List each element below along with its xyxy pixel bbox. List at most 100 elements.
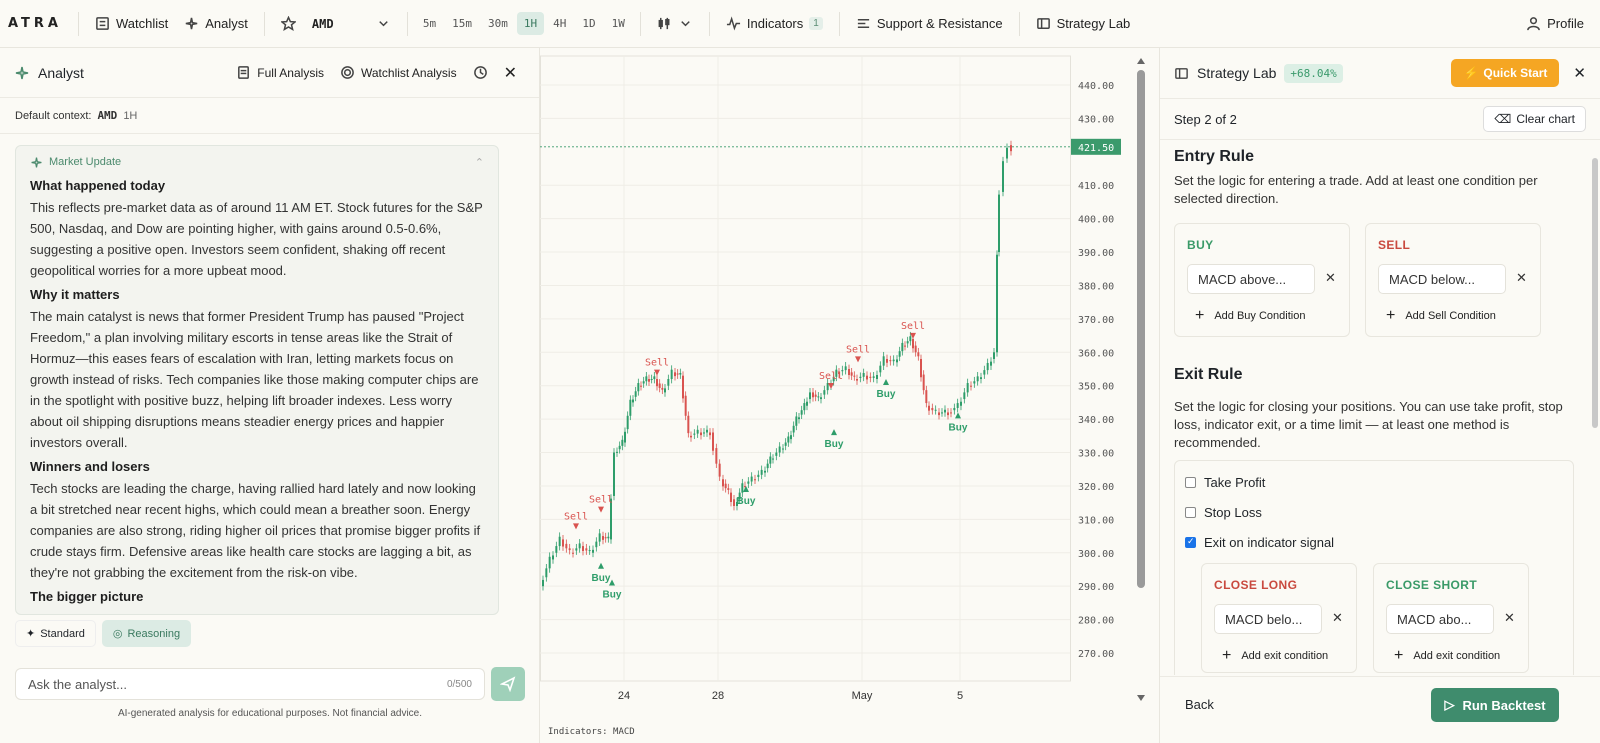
analyst-button[interactable]: Analyst [176,11,256,36]
add-sell-condition-label: Add Sell Condition [1405,310,1496,322]
add-exit-long-label: Add exit condition [1241,650,1329,662]
analyst-label: Analyst [205,16,248,31]
candle [664,388,666,393]
app-logo[interactable]: ATRA [8,16,62,31]
exit-indicator-option[interactable]: Exit on indicator signal [1185,535,1334,550]
history-button[interactable] [465,60,496,85]
clear-chart-button[interactable]: ⌫ Clear chart [1483,106,1586,132]
take-profit-option[interactable]: Take Profit [1185,475,1265,490]
profile-button[interactable]: Profile [1518,11,1592,36]
analysis-section: What happened today This reflects pre-mar… [16,178,498,281]
remove-close-short-icon[interactable]: ✕ [1504,610,1515,625]
strategy-scrollbar[interactable] [1590,148,1600,673]
close-icon[interactable]: ✕ [1573,65,1586,82]
full-analysis-button[interactable]: Full Analysis [228,60,332,85]
close-long-label: CLOSE LONG [1214,578,1298,592]
clear-chart-label: Clear chart [1516,112,1575,126]
reasoning-mode-button[interactable]: ◎ Reasoning [101,620,192,647]
indicators-button[interactable]: Indicators 1 [718,11,831,36]
sell-arrow-icon [654,369,660,376]
chevron-down-icon [681,21,690,27]
standard-mode-button[interactable]: ✦ Standard [15,620,96,647]
price-chart[interactable]: 440.00 430.00 410.00 400.00 390.00 380.00 370.… [540,48,1158,743]
remove-buy-condition-icon[interactable]: ✕ [1325,270,1336,285]
candle [800,410,803,415]
sell-arrow-icon [828,383,834,390]
timeframe-1d[interactable]: 1D [582,17,596,30]
timeframe-4h[interactable]: 4H [553,17,567,30]
divider [406,11,408,36]
candle [956,403,959,408]
candle [922,374,925,391]
timeframe-5m[interactable]: 5m [422,17,437,30]
timeframe-1w[interactable]: 1W [611,17,625,30]
market-update-header[interactable]: Market Update ⌃ [16,146,498,178]
send-button[interactable] [491,667,525,701]
scrollbar-thumb[interactable] [1592,158,1598,428]
add-exit-long-button[interactable]: + Add exit condition [1222,647,1328,665]
symbol-dropdown[interactable] [368,11,399,36]
remove-sell-condition-icon[interactable]: ✕ [1516,270,1527,285]
close-short-select[interactable]: MACD abo... [1386,604,1494,634]
candle [626,415,629,430]
favorite-button[interactable] [273,11,304,36]
timeframe-30m[interactable]: 30m [488,17,508,30]
candle [718,463,721,477]
book-icon [1036,18,1050,29]
candle [917,352,920,357]
timeframe-1h[interactable]: 1H [516,12,545,35]
back-button[interactable]: Back [1185,697,1214,712]
step-bar: Step 2 of 2 ⌫ Clear chart [1160,98,1600,140]
close-analyst-button[interactable]: ✕ [496,58,525,88]
run-backtest-button[interactable]: ▷ Run Backtest [1431,688,1559,722]
candle [973,381,976,384]
sell-condition-select[interactable]: MACD below... [1378,264,1506,294]
timeframe-15m[interactable]: 15m [452,17,473,30]
star-icon [280,16,296,31]
reasoning-mode-label: Reasoning [127,627,181,640]
stop-loss-checkbox[interactable] [1185,507,1196,518]
symbol-select[interactable]: AMD [304,12,368,36]
candle [572,552,574,554]
full-analysis-label: Full Analysis [257,65,324,80]
candle [684,395,687,416]
sparkle-icon [185,17,198,30]
context-label: Default context: [15,109,92,122]
current-price-label: 421.50 [1078,143,1114,154]
divider [1018,11,1020,36]
candle [1002,161,1004,192]
candlestick-chart[interactable]: 440.00 430.00 410.00 400.00 390.00 380.00 370.… [540,48,1158,743]
chart-type-button[interactable] [649,11,701,36]
candle [741,483,744,493]
add-exit-short-button[interactable]: + Add exit condition [1394,647,1500,665]
price-tick-label: 300.00 [1078,549,1114,560]
watchlist-button[interactable]: Watchlist [87,11,176,36]
divider [708,11,710,36]
ask-input[interactable] [28,676,447,692]
step-indicator: Step 2 of 2 [1174,111,1237,127]
support-resistance-button[interactable]: Support & Resistance [848,11,1011,36]
stop-loss-option[interactable]: Stop Loss [1185,505,1262,520]
candle [578,543,581,549]
candle [778,446,781,453]
chevron-up-icon[interactable]: ⌃ [474,156,484,169]
close-long-select[interactable]: MACD belo... [1214,604,1322,634]
add-sell-condition-button[interactable]: + Add Sell Condition [1386,307,1496,325]
candle [558,536,561,547]
remove-close-long-icon[interactable]: ✕ [1332,610,1343,625]
quick-start-button[interactable]: ⚡ Quick Start [1451,59,1560,87]
watchlist-analysis-button[interactable]: Watchlist Analysis [332,60,465,85]
candle [803,403,806,411]
exit-indicator-checkbox[interactable] [1185,536,1196,548]
take-profit-checkbox[interactable] [1185,477,1196,488]
buy-condition-select[interactable]: MACD above... [1187,264,1315,294]
candle [766,463,769,469]
price-tick-label: 350.00 [1078,382,1114,393]
market-update-body: What happened today This reflects pre-mar… [16,178,498,604]
candle [953,407,956,411]
candle [814,394,817,397]
add-buy-condition-button[interactable]: + Add Buy Condition [1195,307,1305,325]
candle [604,537,607,539]
indicators-count-badge: 1 [809,17,823,30]
strategy-lab-button[interactable]: Strategy Lab [1028,11,1139,36]
